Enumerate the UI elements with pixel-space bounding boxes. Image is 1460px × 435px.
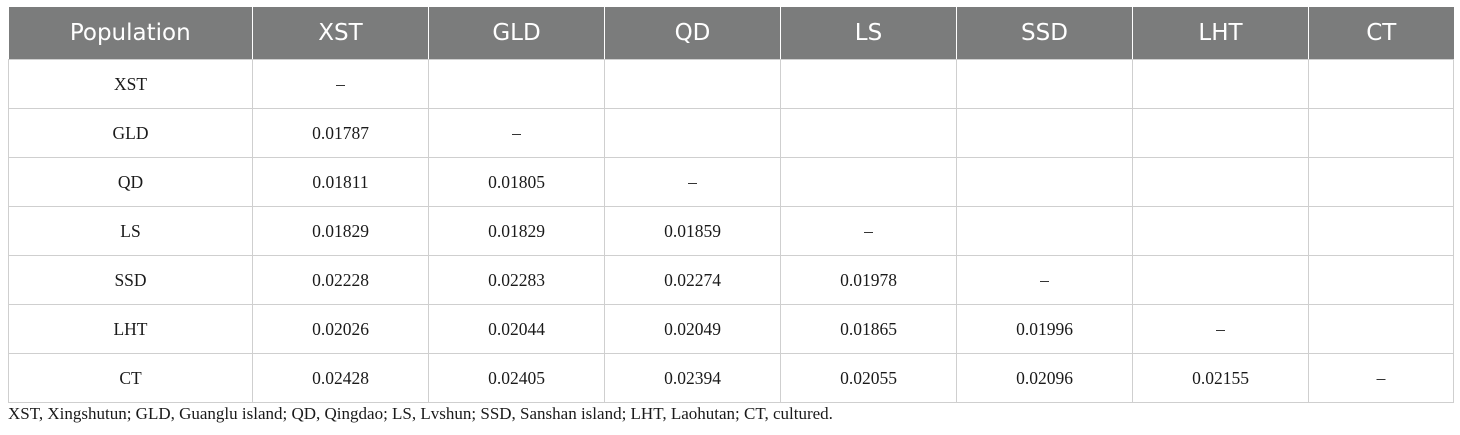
table-cell: –	[1308, 353, 1454, 403]
column-header-ssd: SSD	[956, 7, 1133, 60]
column-header-population: Population	[8, 7, 253, 60]
row-label: GLD	[8, 108, 253, 158]
table-row: XST –	[8, 59, 1454, 109]
row-label: XST	[8, 59, 253, 109]
table-cell: –	[252, 59, 429, 109]
table-cell: 0.02026	[252, 304, 429, 354]
column-header-lht: LHT	[1132, 7, 1309, 60]
table-cell: 0.02428	[252, 353, 429, 403]
table-cell: 0.02274	[604, 255, 781, 305]
table-cell: –	[780, 206, 957, 256]
table-cell	[1308, 108, 1454, 158]
table-cell	[956, 206, 1133, 256]
table-cell: 0.01859	[604, 206, 781, 256]
row-label: CT	[8, 353, 253, 403]
table-cell: 0.01787	[252, 108, 429, 158]
header-row: Population XST GLD QD LS SSD LHT CT	[8, 7, 1454, 60]
table-cell	[1132, 206, 1309, 256]
column-header-qd: QD	[604, 7, 781, 60]
table-cell: 0.01829	[428, 206, 605, 256]
table-cell: 0.02283	[428, 255, 605, 305]
table-cell: –	[428, 108, 605, 158]
row-label: LHT	[8, 304, 253, 354]
table-cell: –	[1132, 304, 1309, 354]
table-cell: 0.01829	[252, 206, 429, 256]
column-header-gld: GLD	[428, 7, 605, 60]
table-cell	[1308, 59, 1454, 109]
table-cell	[1132, 255, 1309, 305]
table-header: Population XST GLD QD LS SSD LHT CT	[8, 7, 1454, 60]
table-cell: 0.02049	[604, 304, 781, 354]
table-cell: 0.01865	[780, 304, 957, 354]
table-cell: 0.01996	[956, 304, 1133, 354]
table-cell	[956, 59, 1133, 109]
table-footnote: XST, Xingshutun; GLD, Guanglu island; QD…	[8, 404, 833, 423]
column-header-ct: CT	[1308, 7, 1454, 60]
table-cell	[780, 108, 957, 158]
table-cell	[428, 59, 605, 109]
table-cell: 0.01805	[428, 157, 605, 207]
table-cell: 0.02096	[956, 353, 1133, 403]
table-cell: 0.02044	[428, 304, 605, 354]
column-header-ls: LS	[780, 7, 957, 60]
table-body: XST – GLD 0.01787 – QD 0.01811 0.01805 –	[8, 59, 1454, 403]
row-label: LS	[8, 206, 253, 256]
table-row: LS 0.01829 0.01829 0.01859 –	[8, 206, 1454, 256]
table-row: QD 0.01811 0.01805 –	[8, 157, 1454, 207]
table-cell: 0.02228	[252, 255, 429, 305]
table-cell: 0.02155	[1132, 353, 1309, 403]
table-cell	[956, 157, 1133, 207]
table-cell	[1308, 157, 1454, 207]
table-cell	[604, 59, 781, 109]
table-row: SSD 0.02228 0.02283 0.02274 0.01978 –	[8, 255, 1454, 305]
table-cell	[1132, 59, 1309, 109]
table-cell	[1132, 108, 1309, 158]
table-cell	[1308, 304, 1454, 354]
column-header-xst: XST	[252, 7, 429, 60]
table-row: CT 0.02428 0.02405 0.02394 0.02055 0.020…	[8, 353, 1454, 403]
table-cell: 0.02394	[604, 353, 781, 403]
table-cell	[780, 157, 957, 207]
table-row: LHT 0.02026 0.02044 0.02049 0.01865 0.01…	[8, 304, 1454, 354]
table-cell: 0.01978	[780, 255, 957, 305]
distance-table: Population XST GLD QD LS SSD LHT CT XST …	[8, 7, 1454, 403]
table-cell: –	[956, 255, 1133, 305]
row-label: QD	[8, 157, 253, 207]
table-cell	[1308, 206, 1454, 256]
table-cell	[956, 108, 1133, 158]
table-cell: 0.01811	[252, 157, 429, 207]
table-cell	[1132, 157, 1309, 207]
table-cell	[604, 108, 781, 158]
table-cell	[1308, 255, 1454, 305]
table-cell: 0.02055	[780, 353, 957, 403]
table-row: GLD 0.01787 –	[8, 108, 1454, 158]
row-label: SSD	[8, 255, 253, 305]
table-cell: –	[604, 157, 781, 207]
table-cell: 0.02405	[428, 353, 605, 403]
table-cell	[780, 59, 957, 109]
